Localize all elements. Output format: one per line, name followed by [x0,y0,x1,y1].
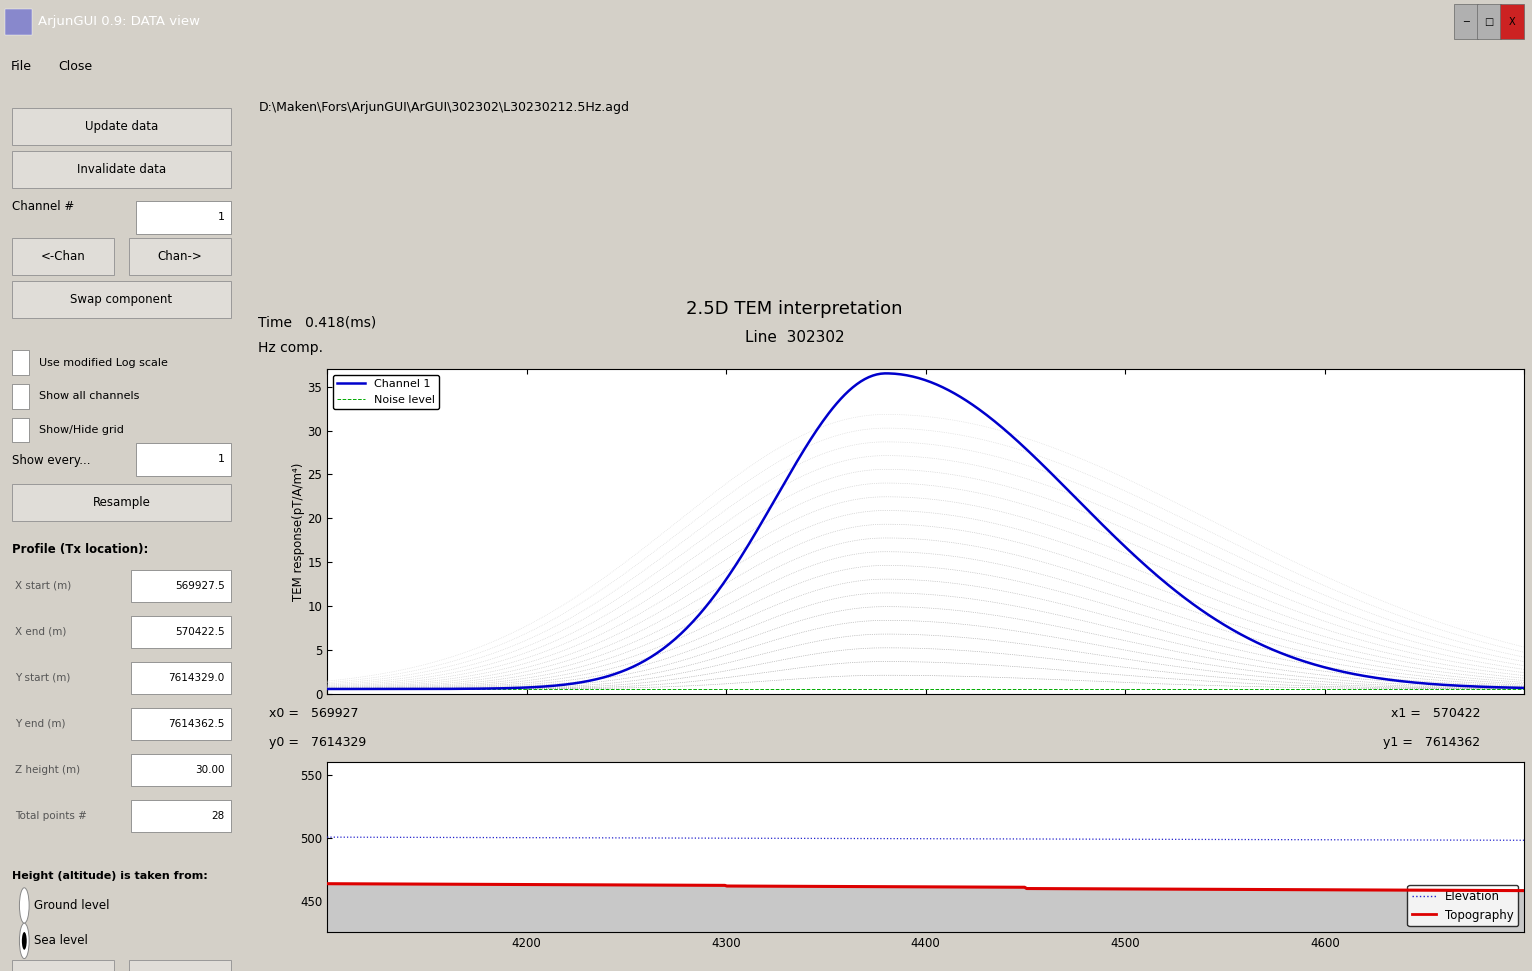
FancyBboxPatch shape [132,708,231,740]
Text: Total points #: Total points # [15,811,86,821]
Noise level [1023,684,1042,695]
Text: y0 =   7614329: y0 = 7614329 [268,736,366,750]
FancyBboxPatch shape [12,108,231,145]
Noise level [1117,684,1135,695]
FancyBboxPatch shape [136,201,231,234]
Noise level [625,684,643,695]
FancyBboxPatch shape [132,754,231,786]
Noise level [530,684,548,695]
Text: Profile (Tx location):: Profile (Tx location): [12,543,149,555]
Text: 1: 1 [218,454,225,464]
Text: □: □ [1485,17,1494,27]
Text: Close: Close [58,60,92,73]
Text: Show all channels: Show all channels [38,391,139,401]
Text: <-Chan: <-Chan [41,250,86,263]
FancyBboxPatch shape [12,238,113,275]
Text: Invalidate data: Invalidate data [77,163,165,176]
Line: Channel 1: Channel 1 [328,374,1524,689]
Noise level [859,684,878,695]
Text: D:\Maken\Fors\ArjunGUI\ArGUI\302302\L30230212.5Hz.agd: D:\Maken\Fors\ArjunGUI\ArGUI\302302\L302… [259,101,630,114]
Text: X: X [1509,17,1515,27]
Bar [1500,4,1524,39]
Legend: Channel 1, Noise level: Channel 1, Noise level [332,375,440,409]
FancyBboxPatch shape [132,570,231,602]
Text: Time   0.418(ms): Time 0.418(ms) [257,316,377,329]
FancyBboxPatch shape [129,960,231,971]
Bar [1477,4,1501,39]
Text: ArjunGUI 0.9: DATA view: ArjunGUI 0.9: DATA view [38,16,201,28]
Text: 28: 28 [211,811,225,821]
Text: y1 =   7614362: y1 = 7614362 [1383,736,1480,750]
Channel 1 [625,660,643,672]
FancyBboxPatch shape [132,662,231,694]
Legend: Elevation, Topography: Elevation, Topography [1408,885,1518,926]
Text: 569927.5: 569927.5 [175,581,225,591]
Bar [5,9,32,35]
Channel 1 [1120,544,1138,555]
Noise level [1219,684,1238,695]
Circle shape [20,887,29,923]
Text: Resample: Resample [92,496,150,509]
Text: Chan->: Chan-> [158,250,202,263]
Text: Show/Hide grid: Show/Hide grid [38,425,124,435]
Text: Z height (m): Z height (m) [15,765,80,775]
Bar [12,418,29,443]
Text: Y end (m): Y end (m) [15,719,64,729]
Text: 2.5D TEM interpretation: 2.5D TEM interpretation [686,300,902,318]
Channel 1 [1025,452,1043,463]
FancyBboxPatch shape [132,617,231,648]
Channel 1 [859,371,878,383]
Circle shape [21,932,26,950]
Text: Height (altitude) is taken from:: Height (altitude) is taken from: [12,871,208,881]
Text: 30.00: 30.00 [195,765,225,775]
Y-axis label: TEM response(pT/A/m⁴): TEM response(pT/A/m⁴) [291,462,305,601]
Bar [12,351,29,375]
Text: 7614329.0: 7614329.0 [169,673,225,683]
Text: Swap component: Swap component [70,293,173,306]
Circle shape [20,923,29,958]
FancyBboxPatch shape [136,443,231,476]
Channel 1 [1221,622,1239,634]
Text: Update data: Update data [84,119,158,133]
Bar [12,384,29,409]
Text: 1: 1 [218,213,225,222]
Channel 1 [530,681,548,692]
Text: x1 =   570422: x1 = 570422 [1391,707,1480,720]
Channel 1 [319,684,337,695]
Text: X end (m): X end (m) [15,627,66,637]
Text: Hz comp.: Hz comp. [257,341,323,354]
Channel 1 [1515,682,1532,693]
Text: Use modified Log scale: Use modified Log scale [38,357,167,368]
Text: ─: ─ [1463,17,1469,27]
FancyBboxPatch shape [132,800,231,832]
Channel 1 [878,368,896,380]
Text: File: File [11,60,32,73]
Text: 7614362.5: 7614362.5 [169,720,225,729]
Text: Y start (m): Y start (m) [15,673,70,683]
Text: x0 =   569927: x0 = 569927 [268,707,358,720]
Bar [1454,4,1478,39]
Text: Ground level: Ground level [34,899,109,912]
FancyBboxPatch shape [12,151,231,188]
Noise level [1515,684,1532,695]
Text: Channel #: Channel # [12,200,75,213]
Text: Line  302302: Line 302302 [745,330,844,346]
Text: Sea level: Sea level [34,934,87,948]
FancyBboxPatch shape [12,484,231,521]
FancyBboxPatch shape [12,282,231,318]
Text: 570422.5: 570422.5 [175,627,225,637]
Noise level [319,684,337,695]
FancyBboxPatch shape [129,238,231,275]
Text: X start (m): X start (m) [15,581,70,590]
FancyBboxPatch shape [12,960,113,971]
Text: Show every...: Show every... [12,454,90,467]
